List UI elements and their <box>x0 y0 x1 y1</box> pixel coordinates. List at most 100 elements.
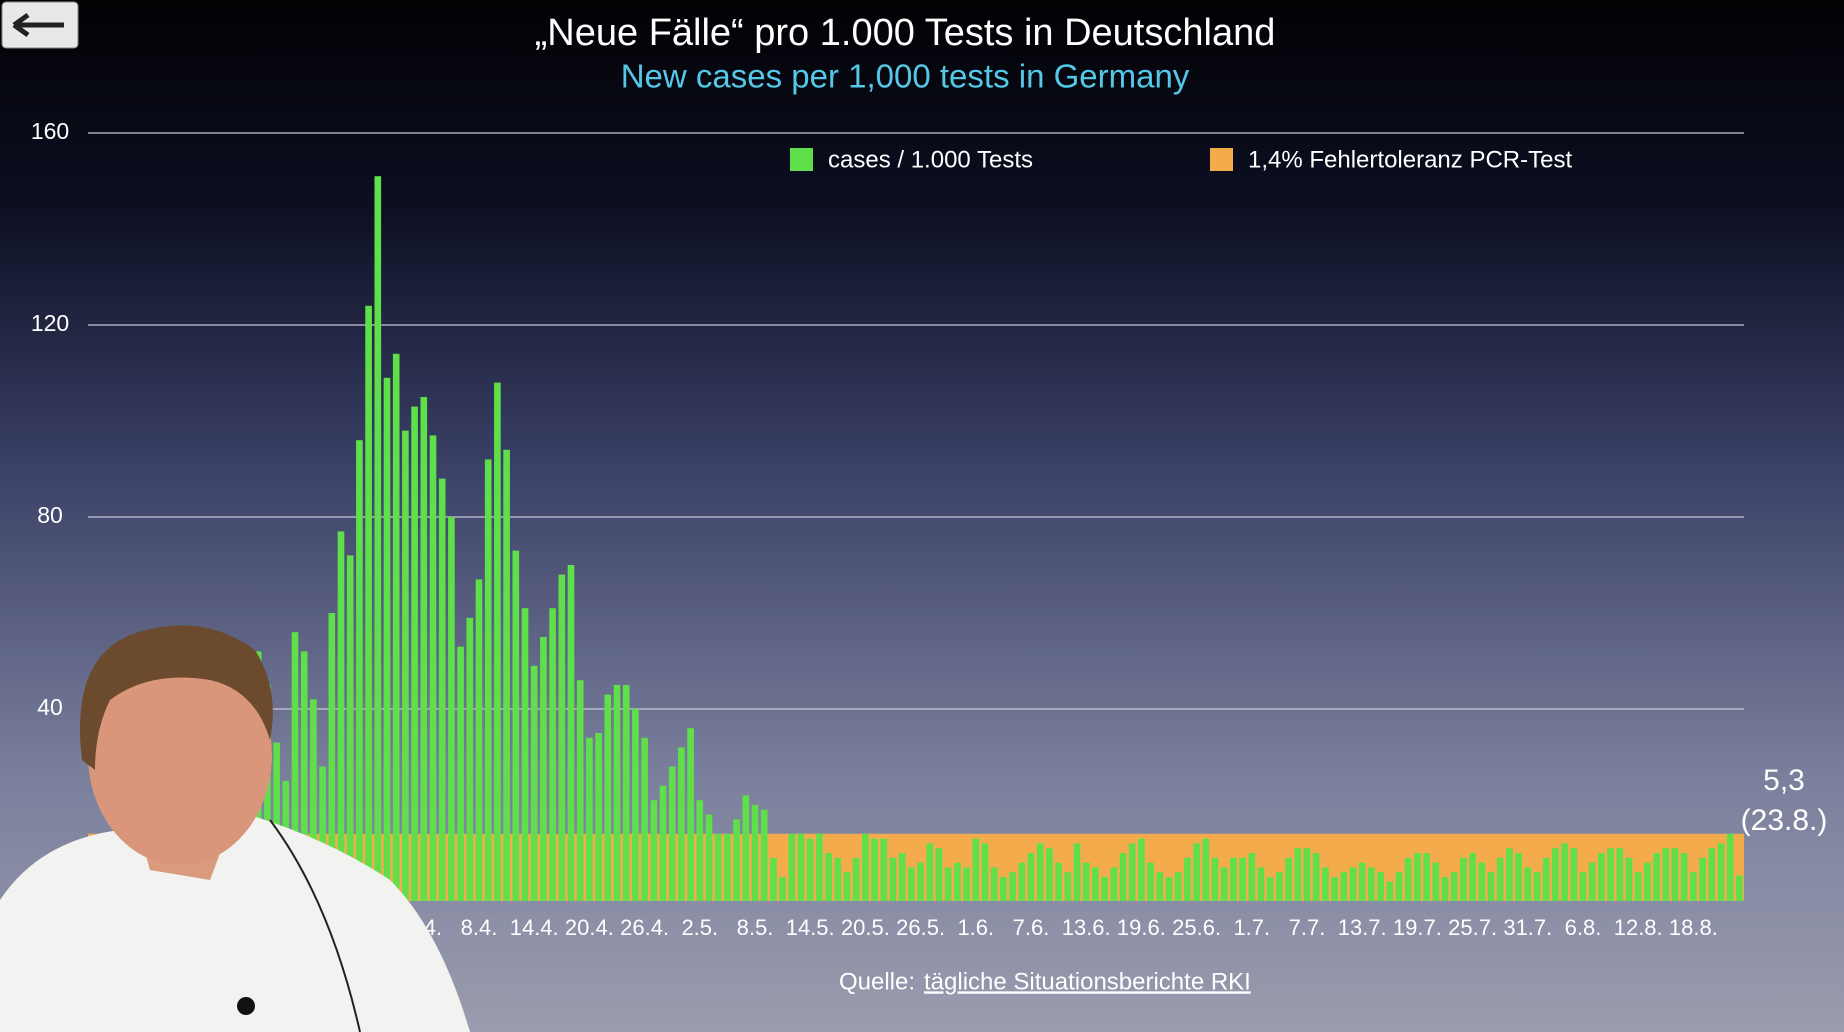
bar <box>420 397 428 901</box>
annotation: 5,3 <box>1763 764 1805 797</box>
bar <box>586 737 593 901</box>
face <box>88 645 272 865</box>
bar <box>678 747 685 901</box>
bar <box>337 531 345 901</box>
back-button[interactable] <box>1 1 79 49</box>
bar <box>806 838 814 901</box>
y-tick-label: 40 <box>37 694 63 720</box>
chart-subtitle: New cases per 1,000 tests in Germany <box>621 58 1190 95</box>
source-link[interactable]: tägliche Situationsberichte RKI <box>924 968 1251 995</box>
bar <box>1653 853 1660 901</box>
bar <box>981 843 989 901</box>
bar <box>760 809 768 901</box>
x-tick-label: 6.8. <box>1565 915 1602 940</box>
bar <box>1690 872 1697 901</box>
source-label: Quelle: <box>839 968 915 995</box>
x-tick-label: 19.6. <box>1117 915 1166 940</box>
bar <box>1285 857 1292 901</box>
bar <box>1211 857 1219 901</box>
bar <box>1294 848 1302 901</box>
bar <box>540 637 547 901</box>
bar <box>742 795 750 901</box>
bar <box>1165 877 1173 901</box>
hair <box>80 625 273 770</box>
x-tick-label: 1.7. <box>1233 915 1270 940</box>
bar <box>926 843 934 901</box>
bar <box>816 833 823 901</box>
legend-swatch <box>1210 148 1233 171</box>
bar <box>595 733 602 901</box>
bar <box>1138 838 1145 901</box>
bar <box>1018 862 1026 901</box>
bar <box>1128 843 1136 901</box>
x-tick-label: 2.5. <box>681 915 718 940</box>
bar <box>291 632 299 901</box>
bar <box>1156 872 1164 901</box>
bar <box>1699 857 1706 901</box>
bar <box>1230 857 1237 901</box>
bar <box>1303 848 1311 901</box>
bar <box>696 800 704 901</box>
plot-area: 40801201602.4.8.4.14.4.20.4.26.4.2.5.8.5… <box>31 118 1744 940</box>
bar <box>852 857 860 901</box>
bar <box>466 617 474 901</box>
bar <box>521 608 529 901</box>
x-tick-label: 13.6. <box>1062 915 1111 940</box>
bar <box>843 872 851 901</box>
bar <box>1027 853 1035 901</box>
bar <box>1395 872 1403 901</box>
bar <box>392 353 400 901</box>
bar <box>1496 857 1504 901</box>
bar <box>512 550 520 901</box>
bar <box>356 440 363 901</box>
back-arrow[interactable] <box>12 12 64 38</box>
bar <box>1570 848 1578 901</box>
bar <box>797 833 805 901</box>
legend-label: cases / 1.000 Tests <box>828 146 1033 173</box>
bar <box>668 766 676 901</box>
bar <box>880 838 888 901</box>
bar <box>862 833 869 901</box>
bar <box>935 848 943 901</box>
bar <box>733 819 740 901</box>
bar <box>1064 872 1072 901</box>
bar <box>1377 872 1384 901</box>
x-tick-label: 18.8. <box>1669 915 1718 940</box>
bar <box>1726 833 1734 901</box>
bar <box>576 680 584 901</box>
bar <box>779 877 786 901</box>
x-tick-label: 7.7. <box>1289 915 1326 940</box>
bar <box>1533 872 1541 901</box>
bar <box>1487 872 1495 901</box>
bar <box>1046 848 1053 901</box>
bar <box>1506 848 1513 901</box>
legend-label: 1,4% Fehlertoleranz PCR-Test <box>1248 146 1572 173</box>
bar <box>1055 862 1062 901</box>
bar <box>1404 857 1412 901</box>
bar <box>1009 872 1016 901</box>
x-tick-label: 7.6. <box>1013 915 1050 940</box>
bar <box>1220 867 1228 901</box>
bar <box>1368 867 1375 901</box>
bar <box>1588 862 1596 901</box>
bar <box>475 579 483 901</box>
bar <box>264 685 271 901</box>
bar <box>457 646 464 901</box>
shirt <box>0 815 470 1032</box>
bar <box>650 800 658 901</box>
bar <box>1101 877 1108 901</box>
bar <box>1432 862 1440 901</box>
bar <box>1478 862 1486 901</box>
bar <box>1110 867 1118 901</box>
bar <box>1312 853 1320 901</box>
bar <box>908 867 915 901</box>
bar <box>1625 857 1633 901</box>
x-tick-label: 19.7. <box>1393 915 1442 940</box>
bar <box>770 857 777 901</box>
bar <box>1736 875 1743 901</box>
bar <box>1671 848 1679 901</box>
bar <box>438 478 446 901</box>
cable <box>269 819 361 1032</box>
bar <box>972 838 980 901</box>
x-tick-label: 8.5. <box>737 915 774 940</box>
